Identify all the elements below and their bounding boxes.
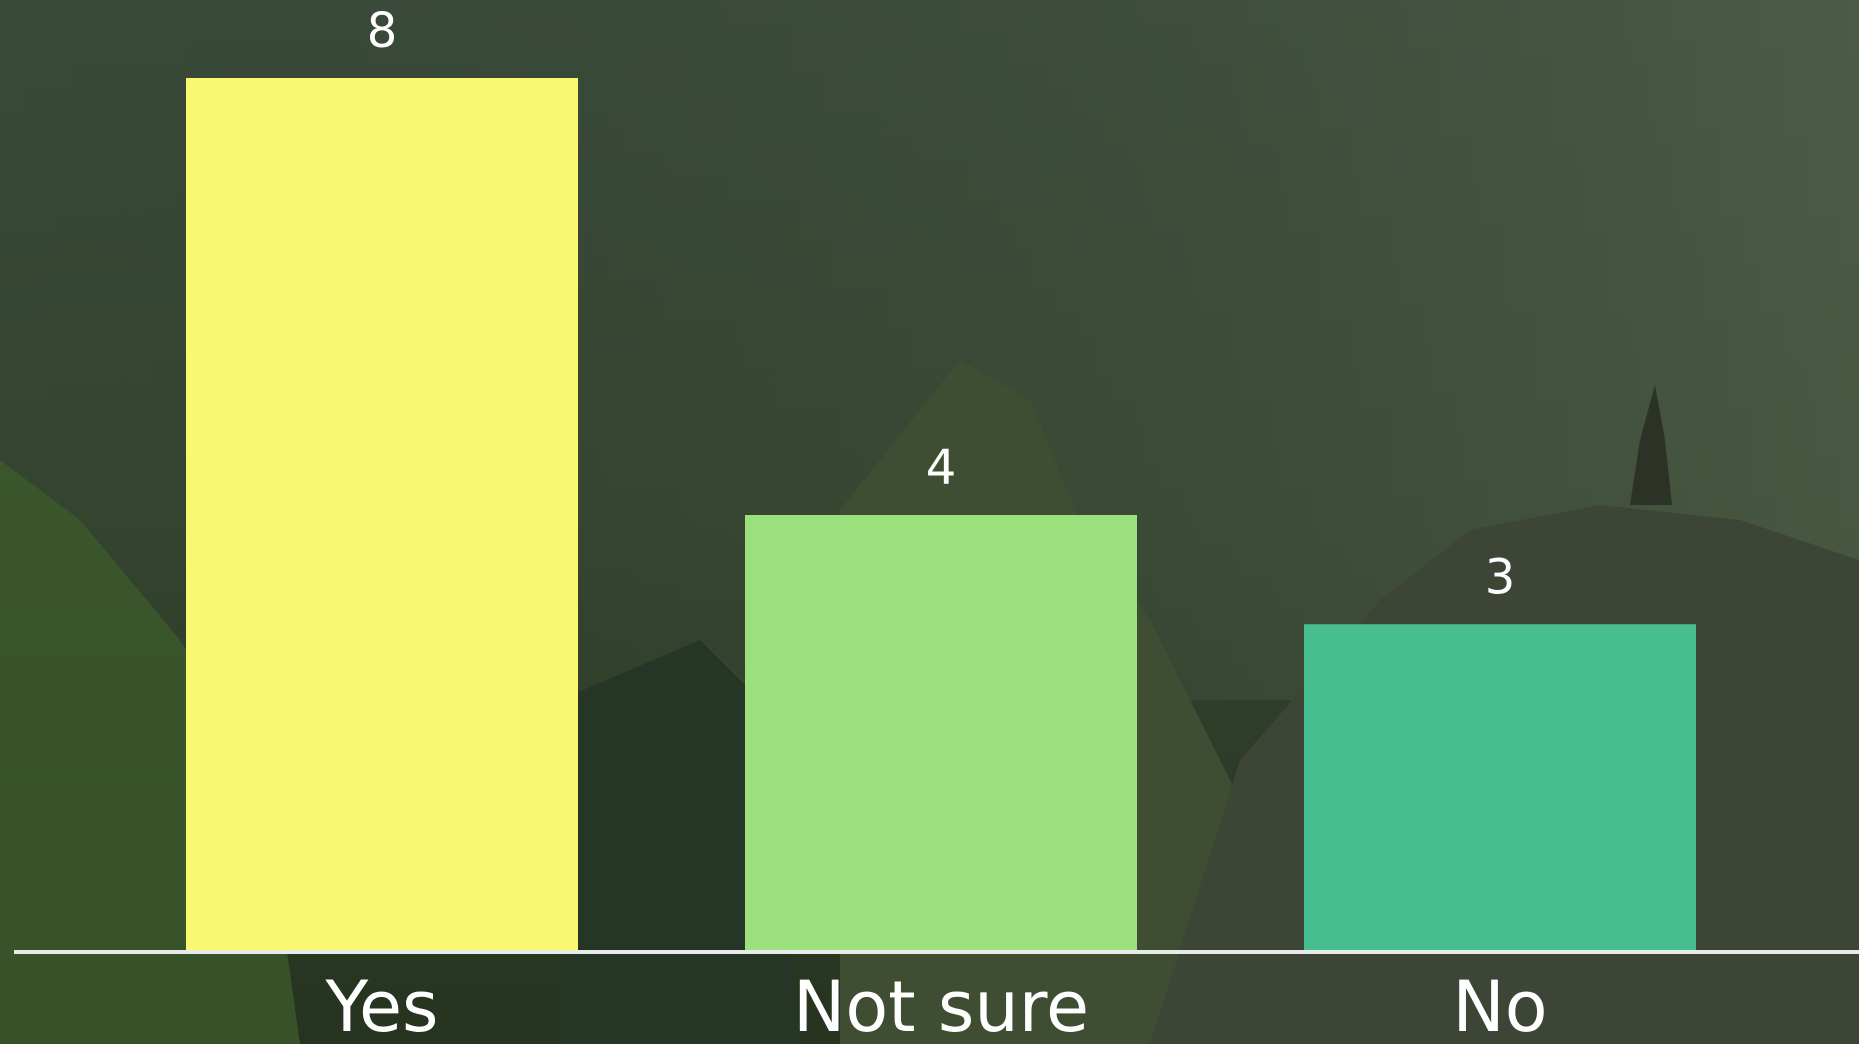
bar [745,515,1137,952]
x-tick-label: Yes [325,966,439,1044]
value-label: 4 [926,440,957,496]
bar [186,78,578,952]
value-label: 8 [367,3,398,59]
x-tick-label: No [1452,966,1547,1044]
bar [1304,624,1696,952]
value-label: 3 [1485,549,1516,605]
x-tick-label: Not sure [793,966,1089,1044]
